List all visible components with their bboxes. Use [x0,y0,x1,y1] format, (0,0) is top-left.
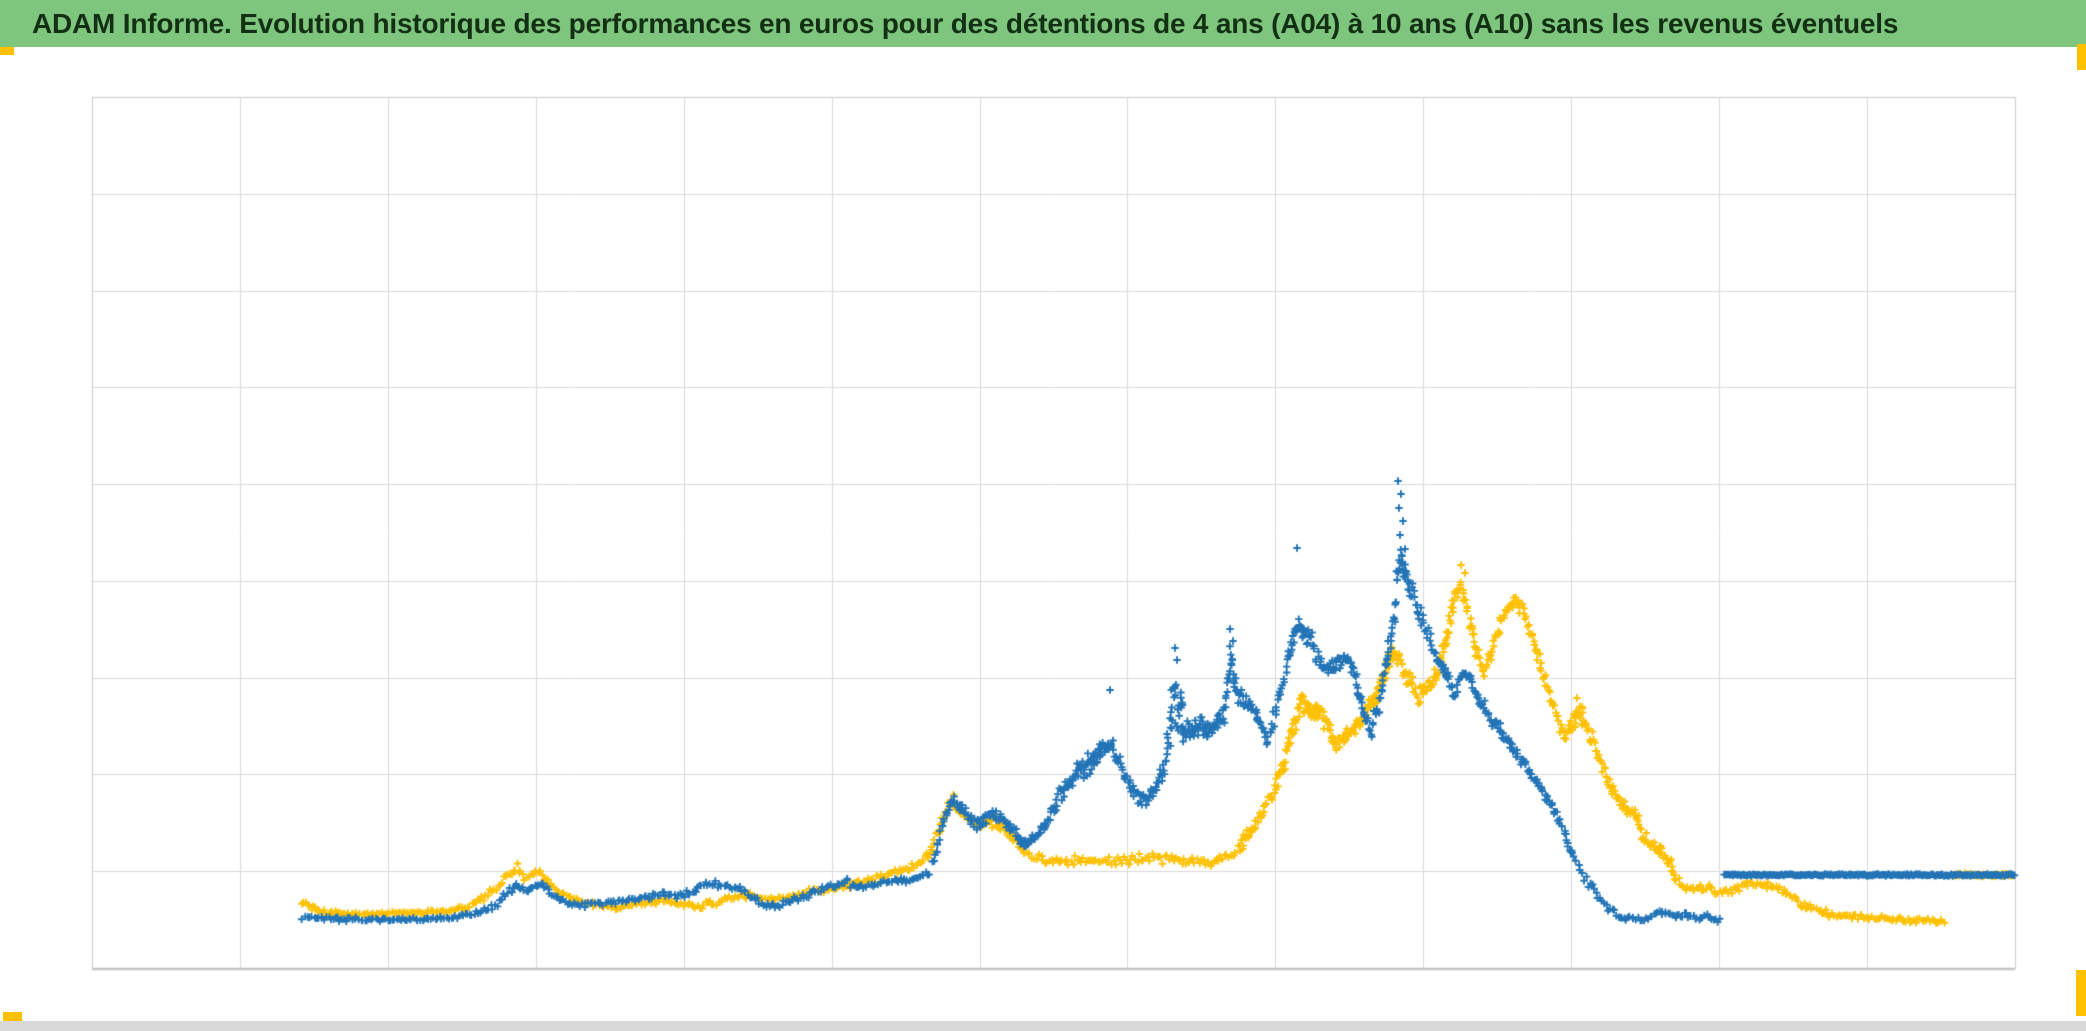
selection-handle-top-right[interactable] [2077,44,2086,70]
bottom-scroll-band [0,1021,2086,1031]
selection-handle-bottom-right[interactable] [2076,970,2086,1016]
selection-handle-top-left[interactable] [0,47,14,55]
